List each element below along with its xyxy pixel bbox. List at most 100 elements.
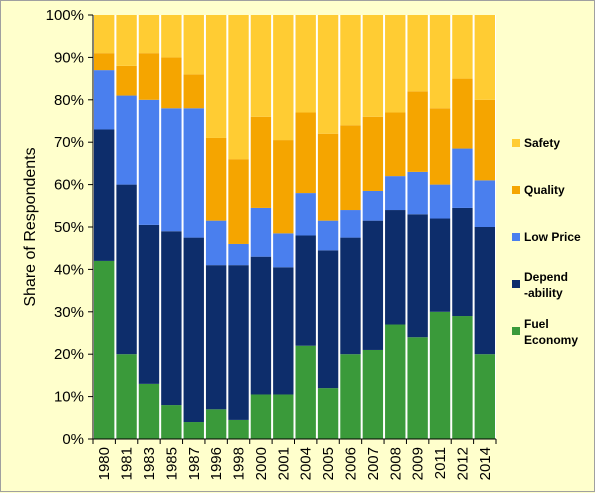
y-tick-label: 30% <box>54 304 84 321</box>
bar-fuel-economy-2011 <box>429 311 451 439</box>
bar-safety-2008 <box>385 15 406 113</box>
bar-dependability-1985 <box>161 231 182 406</box>
plot-area <box>93 15 496 439</box>
legend-swatch-fuel-economy <box>512 327 520 335</box>
bar-dependability-1980 <box>94 129 115 261</box>
x-tick-label: 2011 <box>432 447 449 479</box>
bar-dependability-1981 <box>116 184 137 355</box>
bar-safety-1998 <box>228 15 249 160</box>
legend-label: Depend <box>524 270 568 284</box>
bar-dependability-2001 <box>273 267 294 395</box>
bar-safety-2014 <box>474 15 495 100</box>
bar-safety-2009 <box>407 15 428 92</box>
x-tick-label: 1985 <box>163 447 180 480</box>
bar-low-price-2001 <box>273 233 294 268</box>
bar-safety-1996 <box>205 15 227 138</box>
y-tick-label: 10% <box>54 389 84 406</box>
bar-dependability-2000 <box>250 256 272 395</box>
x-tick-label: 2005 <box>320 447 337 480</box>
x-tick-label: 2012 <box>454 447 471 480</box>
bar-low-price-2008 <box>385 176 406 211</box>
bar-low-price-2004 <box>295 193 316 236</box>
bar-dependability-1998 <box>228 265 249 420</box>
x-tick-label: 1998 <box>231 447 248 480</box>
bar-quality-2000 <box>250 116 272 208</box>
x-tick-label: 1980 <box>96 447 113 480</box>
bar-safety-2007 <box>362 15 384 117</box>
bar-dependability-1996 <box>205 265 227 410</box>
bar-fuel-economy-2006 <box>340 354 361 439</box>
legend-label: Low Price <box>524 230 581 244</box>
bar-dependability-2007 <box>362 220 384 350</box>
x-tick-label: 2004 <box>298 447 315 480</box>
bar-quality-1996 <box>205 137 227 221</box>
bar-fuel-economy-1981 <box>116 354 137 439</box>
bar-fuel-economy-2004 <box>295 345 316 439</box>
legend-label: Safety <box>524 136 560 150</box>
bar-fuel-economy-2007 <box>362 349 384 439</box>
bar-quality-2006 <box>340 125 361 211</box>
bar-fuel-economy-1996 <box>205 409 227 439</box>
bar-quality-2007 <box>362 116 384 191</box>
y-tick-label: 90% <box>54 49 84 66</box>
legend-swatch-dependability <box>512 280 520 288</box>
bar-quality-1987 <box>183 74 204 109</box>
x-tick-label: 2007 <box>365 447 382 480</box>
legend-swatch-safety <box>512 139 520 147</box>
y-tick-label: 100% <box>46 7 84 24</box>
bar-safety-1987 <box>183 15 204 75</box>
bar-safety-1981 <box>116 15 137 66</box>
bar-fuel-economy-1980 <box>94 260 115 439</box>
bar-low-price-2006 <box>340 210 361 238</box>
legend-label: -ability <box>524 286 563 300</box>
bar-dependability-2008 <box>385 210 406 325</box>
bar-safety-2001 <box>273 15 294 141</box>
x-tick-label: 2009 <box>410 447 427 480</box>
bar-quality-1998 <box>228 159 249 244</box>
bar-dependability-2012 <box>452 207 473 317</box>
bar-fuel-economy-2014 <box>474 354 495 439</box>
y-tick-label: 70% <box>54 134 84 151</box>
bar-dependability-2006 <box>340 237 361 355</box>
bar-safety-2011 <box>429 15 451 109</box>
bar-dependability-1983 <box>138 224 160 384</box>
bar-dependability-2005 <box>317 250 339 389</box>
bar-quality-2001 <box>273 140 294 234</box>
bar-low-price-2005 <box>317 220 339 251</box>
bar-quality-1985 <box>161 57 182 109</box>
x-tick-label: 2001 <box>275 447 292 480</box>
bar-fuel-economy-2000 <box>250 394 272 439</box>
legend-swatch-low-price <box>512 233 520 241</box>
bar-fuel-economy-1987 <box>183 422 204 439</box>
bar-fuel-economy-2009 <box>407 337 428 439</box>
legend-swatch-quality <box>512 186 520 194</box>
x-tick-label: 2008 <box>387 447 404 480</box>
bar-low-price-1983 <box>138 99 160 225</box>
bar-fuel-economy-1998 <box>228 419 249 439</box>
bar-low-price-2014 <box>474 180 495 227</box>
bar-low-price-1998 <box>228 243 249 266</box>
bar-fuel-economy-1985 <box>161 405 182 439</box>
bar-quality-1981 <box>116 65 137 96</box>
y-tick-label: 40% <box>54 261 84 278</box>
y-tick-label: 50% <box>54 219 84 236</box>
y-tick-label: 0% <box>62 431 84 448</box>
bar-low-price-2009 <box>407 171 428 215</box>
bar-dependability-2009 <box>407 214 428 338</box>
legend-label: Quality <box>524 183 565 197</box>
bar-quality-2005 <box>317 133 339 221</box>
x-tick-label: 1987 <box>186 447 203 480</box>
bar-safety-2004 <box>295 15 316 113</box>
bar-quality-2014 <box>474 99 495 181</box>
y-tick-label: 20% <box>54 346 84 363</box>
bar-quality-1980 <box>94 53 115 71</box>
x-tick-label: 2006 <box>342 447 359 480</box>
bar-fuel-economy-1983 <box>138 383 160 439</box>
bar-safety-1985 <box>161 15 182 58</box>
bar-fuel-economy-2008 <box>385 324 406 439</box>
bar-quality-2004 <box>295 112 316 194</box>
x-tick-label: 1983 <box>141 447 158 480</box>
x-tick-label: 2014 <box>477 447 494 480</box>
